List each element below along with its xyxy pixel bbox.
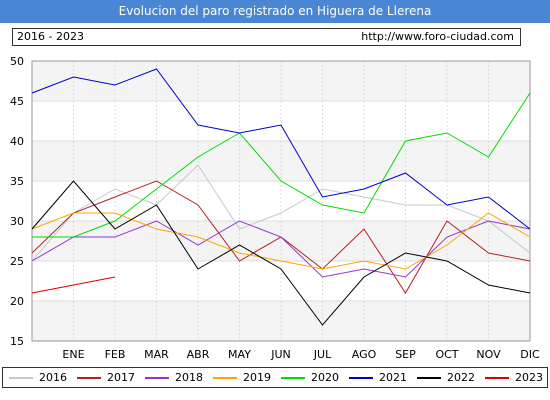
series-lines: [31, 68, 531, 326]
series-line-2020: [32, 92, 531, 238]
legend-label: 2016: [39, 371, 67, 384]
x-tick-label: JUN: [270, 348, 291, 361]
y-tick-label: 50: [10, 55, 24, 68]
y-tick-label: 25: [10, 255, 24, 268]
x-tick-label: ABR: [187, 348, 210, 361]
y-tick-label: 35: [10, 175, 24, 188]
x-tick-label: ENE: [62, 348, 84, 361]
legend-label: 2023: [515, 371, 543, 384]
legend-swatch: [281, 377, 305, 379]
y-tick-label: 20: [10, 295, 24, 308]
x-tick-label: FEB: [105, 348, 126, 361]
y-axis-ticks: 15 20 25 30 35 40 45 50: [10, 55, 24, 348]
legend-swatch: [417, 377, 441, 379]
y-tick-label: 15: [10, 335, 24, 348]
legend-swatch: [485, 377, 509, 379]
legend-label: 2020: [311, 371, 339, 384]
series-line-2022: [31, 180, 531, 326]
series-line-2018: [31, 220, 531, 278]
series-line-2021: [31, 68, 531, 230]
x-axis-ticks: ENE FEB MAR ABR MAY JUN JUL AGO SEP OCT NOV DIC: [62, 348, 540, 361]
series-line-2023: [31, 276, 116, 294]
y-tick-label: 45: [10, 95, 24, 108]
period-label: 2016 - 2023: [17, 30, 84, 43]
x-tick-label: MAR: [144, 348, 169, 361]
legend-swatch: [213, 377, 237, 379]
series-line-2019: [31, 212, 531, 270]
x-tick-label: MAY: [228, 348, 251, 361]
legend-swatch: [349, 377, 373, 379]
info-box: 2016 - 2023 http://www.foro-ciudad.com: [12, 28, 521, 46]
legend: 2016 2017 2018 2019 2020 2021 2022 2023: [2, 367, 548, 388]
y-tick-label: 40: [10, 135, 24, 148]
legend-label: 2019: [243, 371, 271, 384]
legend-swatch: [9, 377, 33, 379]
chart-title: Evolucion del paro registrado en Higuera…: [0, 0, 550, 23]
legend-label: 2017: [107, 371, 135, 384]
legend-label: 2021: [379, 371, 407, 384]
legend-swatch: [77, 377, 101, 379]
y-tick-label: 30: [10, 215, 24, 228]
x-tick-label: AGO: [352, 348, 377, 361]
legend-label: 2022: [447, 371, 475, 384]
plot-border: [31, 60, 531, 342]
x-tick-label: NOV: [476, 348, 501, 361]
legend-label: 2018: [175, 371, 203, 384]
x-tick-label: DIC: [520, 348, 540, 361]
legend-swatch: [145, 377, 169, 379]
x-tick-label: SEP: [395, 348, 416, 361]
x-tick-label: OCT: [435, 348, 458, 361]
x-tick-label: JUL: [313, 348, 332, 361]
source-url[interactable]: http://www.foro-ciudad.com: [361, 30, 514, 43]
